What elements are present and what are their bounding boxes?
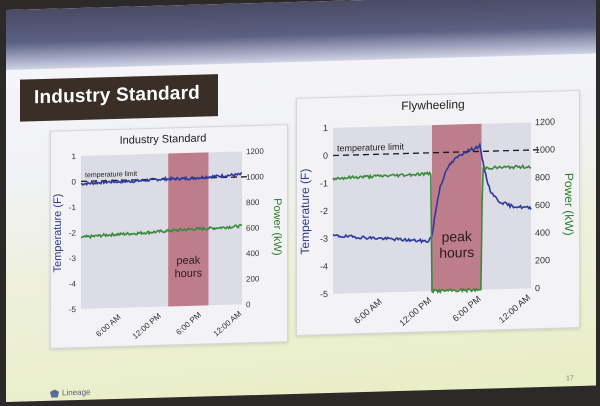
y2-tick-label: 400 — [535, 227, 550, 237]
y-tick-label: -3 — [320, 234, 328, 244]
company-logo: Lineage — [50, 388, 90, 398]
y-tick-label: -3 — [69, 254, 77, 263]
y2-tick-label: 1000 — [535, 144, 555, 155]
y2-tick-label: 1200 — [535, 117, 555, 128]
y2-tick-label: 600 — [535, 200, 550, 210]
y-tick-label: -4 — [69, 280, 77, 289]
temperature-series-line — [80, 172, 243, 187]
y-tick-label: -1 — [320, 178, 328, 188]
y-tick-label: -1 — [69, 203, 77, 212]
slide-header-band — [6, 0, 596, 71]
page-number: 17 — [566, 375, 574, 383]
x-tick-label: 12:00 PM — [131, 311, 163, 341]
power-series-line — [80, 223, 243, 240]
y-tick-label: -5 — [320, 289, 328, 299]
y-axis-label: Temperature (F) — [298, 168, 312, 254]
chart-title: Industry Standard — [120, 132, 207, 146]
x-tick-label: 6:00 AM — [352, 296, 384, 325]
logo-icon — [50, 389, 59, 397]
y2-tick-label: 800 — [535, 172, 550, 182]
y2-tick-label: 200 — [535, 255, 550, 265]
hours-label: hours — [175, 268, 203, 281]
power-series-line — [332, 163, 532, 294]
x-tick-label: 6:00 AM — [94, 312, 123, 338]
y2-tick-label: 1000 — [246, 172, 264, 182]
x-tick-label: 6:00 PM — [451, 294, 483, 324]
y-tick-label: 1 — [323, 123, 328, 133]
x-tick-label: 12:00 AM — [497, 292, 533, 325]
y-tick-label: -2 — [320, 206, 328, 216]
y-tick-label: -2 — [69, 229, 77, 238]
y2-tick-label: 400 — [246, 249, 260, 258]
chart-title: Flywheeling — [401, 97, 464, 113]
x-tick-label: 12:00 AM — [212, 309, 244, 338]
logo-text: Lineage — [62, 387, 91, 398]
y-tick-label: -4 — [320, 261, 328, 271]
temperature-limit-label: temperature limit — [337, 142, 405, 154]
y2-tick-label: 1200 — [246, 147, 264, 157]
y2-tick-label: 600 — [246, 223, 260, 232]
y2-tick-label: 0 — [535, 283, 540, 293]
y2-tick-label: 0 — [246, 300, 251, 309]
temperature-limit-line — [333, 149, 539, 157]
slide-title: Industry Standard — [34, 82, 200, 109]
y2-tick-label: 800 — [246, 198, 260, 207]
peak-label: peak — [176, 255, 200, 268]
x-tick-label: 12:00 PM — [397, 295, 433, 328]
peak-label: peak — [442, 228, 473, 245]
peak-hours-band — [432, 123, 482, 292]
y-tick-label: 0 — [72, 178, 77, 187]
y2-tick-label: 200 — [246, 274, 260, 283]
y-tick-label: 0 — [323, 151, 328, 161]
presentation-slide: Industry Standard temperature limit peak h… — [6, 0, 596, 403]
slide-title-box: Industry Standard — [20, 74, 218, 122]
y2-axis-label: Power (kW) — [271, 198, 283, 256]
y-tick-label: -5 — [69, 305, 77, 314]
y-tick-label: 1 — [72, 152, 77, 161]
temperature-limit-label: temperature limit — [85, 171, 137, 179]
y-axis-label: Temperature (F) — [52, 193, 64, 272]
x-tick-label: 6:00 PM — [174, 310, 203, 337]
hours-label: hours — [439, 244, 474, 261]
industry-standard-chart-panel: temperature limit peak hours 1 0 -1 -2 -3 -4 -5 12… — [50, 124, 288, 349]
flywheeling-chart-panel: temperature limit peak hours 1 0 -1 -2 -3 -4 -5 12… — [296, 89, 580, 336]
y2-axis-label: Power (kW) — [562, 173, 576, 236]
